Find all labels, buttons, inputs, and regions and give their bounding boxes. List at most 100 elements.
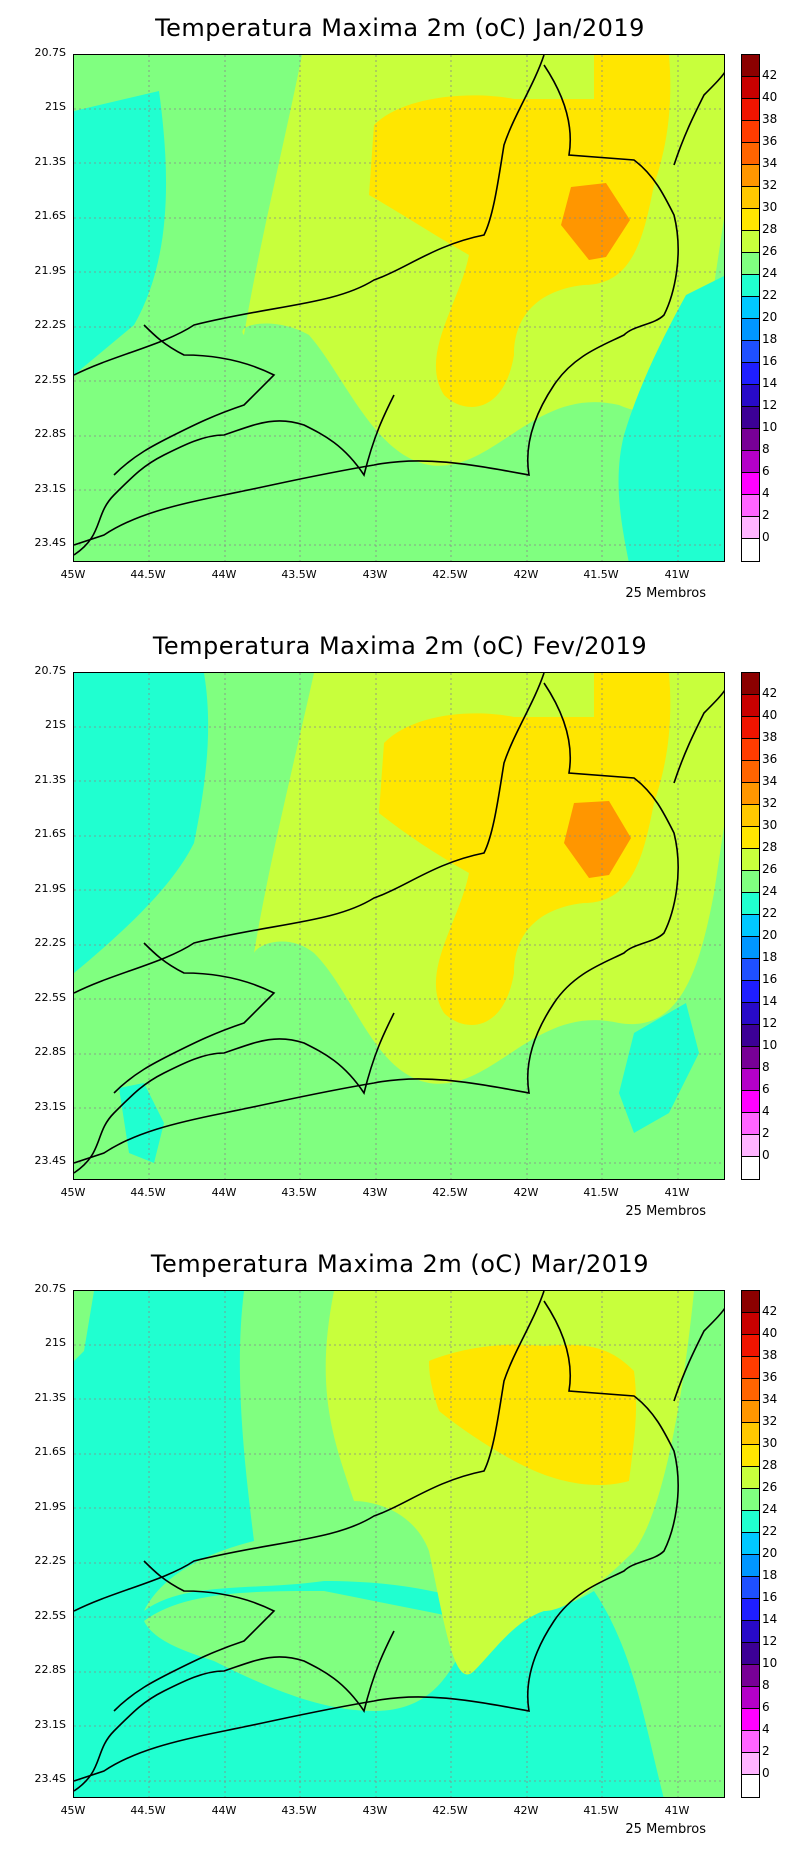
colorbar-swatch bbox=[742, 473, 759, 495]
lat-tick: 21.6S bbox=[34, 827, 66, 840]
colorbar-swatch bbox=[742, 893, 759, 915]
colorbar-swatch bbox=[742, 695, 759, 717]
colorbar-label: 22 bbox=[762, 906, 778, 920]
colorbar-label: 36 bbox=[762, 1370, 778, 1384]
colorbar-label: 30 bbox=[762, 1436, 778, 1450]
colorbar-label: 26 bbox=[762, 1480, 778, 1494]
lat-tick: 23.1S bbox=[34, 1100, 66, 1113]
colorbar-swatch bbox=[742, 1709, 759, 1731]
colorbar-swatch bbox=[742, 495, 759, 517]
colorbar-label: 12 bbox=[762, 1016, 778, 1030]
lat-tick: 23.4S bbox=[34, 1154, 66, 1167]
lat-tick: 21.3S bbox=[34, 1391, 66, 1404]
map-plot-area[interactable] bbox=[73, 54, 725, 562]
lat-tick: 23.1S bbox=[34, 482, 66, 495]
colorbar-swatch bbox=[742, 1511, 759, 1533]
colorbar-swatch bbox=[742, 1467, 759, 1489]
coastline-borders bbox=[74, 1291, 724, 1792]
colorbar-swatch bbox=[742, 1665, 759, 1687]
colorbar-label: 4 bbox=[762, 1722, 770, 1736]
colorbar-label: 22 bbox=[762, 1524, 778, 1538]
coastline-borders bbox=[74, 55, 724, 556]
colorbar-swatch bbox=[742, 1423, 759, 1445]
lon-tick: 43W bbox=[362, 568, 388, 581]
colorbar-swatch bbox=[742, 1621, 759, 1643]
colorbar-label: 36 bbox=[762, 752, 778, 766]
colorbar-label: 40 bbox=[762, 708, 778, 722]
lat-tick: 22.5S bbox=[34, 373, 66, 386]
colorbar-label: 0 bbox=[762, 530, 770, 544]
colorbar-swatch bbox=[742, 1069, 759, 1091]
colorbar-label: 6 bbox=[762, 1082, 770, 1096]
colorbar-label: 14 bbox=[762, 376, 778, 390]
map-panel-mar: Temperatura Maxima 2m (oC) Mar/2019 bbox=[0, 1236, 800, 1854]
lon-tick: 44W bbox=[211, 1804, 237, 1817]
colorbar-swatch bbox=[742, 143, 759, 165]
colorbar-label: 24 bbox=[762, 266, 778, 280]
colorbar-label: 26 bbox=[762, 862, 778, 876]
lat-tick: 23.1S bbox=[34, 1718, 66, 1731]
colorbar-label: 42 bbox=[762, 1304, 778, 1318]
map-plot-area[interactable] bbox=[73, 672, 725, 1180]
lon-tick: 45W bbox=[60, 1186, 86, 1199]
colorbar-swatch bbox=[742, 739, 759, 761]
colorbar-label: 34 bbox=[762, 156, 778, 170]
colorbar-label: 40 bbox=[762, 1326, 778, 1340]
colorbar-swatch bbox=[742, 1555, 759, 1577]
colorbar-swatch bbox=[742, 55, 759, 77]
colorbar-label: 24 bbox=[762, 884, 778, 898]
colorbar-swatch bbox=[742, 915, 759, 937]
colorbar-swatch bbox=[742, 783, 759, 805]
colorbar-label: 38 bbox=[762, 730, 778, 744]
lon-tick: 45W bbox=[60, 1804, 86, 1817]
colorbar-label: 32 bbox=[762, 796, 778, 810]
colorbar-label: 18 bbox=[762, 332, 778, 346]
map-panel-fev: Temperatura Maxima 2m (oC) Fev/2019 bbox=[0, 618, 800, 1236]
colorbar-swatch bbox=[742, 717, 759, 739]
lon-tick: 42.5W bbox=[432, 1186, 468, 1199]
lon-tick: 44.5W bbox=[130, 1804, 166, 1817]
lon-tick: 43.5W bbox=[281, 1804, 317, 1817]
colorbar-label: 8 bbox=[762, 1678, 770, 1692]
colorbar-swatch bbox=[742, 1643, 759, 1665]
members-label: 25 Membros bbox=[625, 586, 706, 601]
colorbar-swatch bbox=[742, 761, 759, 783]
lat-tick: 21.9S bbox=[34, 1500, 66, 1513]
colorbar-swatch bbox=[742, 319, 759, 341]
map-title: Temperatura Maxima 2m (oC) Jan/2019 bbox=[155, 14, 645, 42]
colorbar-swatch bbox=[742, 1091, 759, 1113]
map-title: Temperatura Maxima 2m (oC) Mar/2019 bbox=[150, 1250, 650, 1278]
lon-tick: 43W bbox=[362, 1804, 388, 1817]
colorbar-swatch bbox=[742, 1577, 759, 1599]
lon-tick: 42W bbox=[513, 568, 539, 581]
map-plot-area[interactable] bbox=[73, 1290, 725, 1798]
grid-lines bbox=[74, 55, 724, 561]
lon-tick: 42W bbox=[513, 1186, 539, 1199]
colorbar-swatch bbox=[742, 1135, 759, 1157]
lat-tick: 22.8S bbox=[34, 1663, 66, 1676]
colorbar-label: 30 bbox=[762, 818, 778, 832]
lon-tick: 44W bbox=[211, 1186, 237, 1199]
colorbar-swatch bbox=[742, 77, 759, 99]
colorbar-label: 20 bbox=[762, 928, 778, 942]
colorbar-swatch bbox=[742, 1775, 759, 1797]
colorbar-label: 10 bbox=[762, 1038, 778, 1052]
colorbar-label: 40 bbox=[762, 90, 778, 104]
colorbar-swatch bbox=[742, 673, 759, 695]
members-label: 25 Membros bbox=[625, 1822, 706, 1837]
colorbar-label: 42 bbox=[762, 68, 778, 82]
lat-tick: 20.7S bbox=[34, 46, 66, 59]
colorbar-label: 20 bbox=[762, 310, 778, 324]
lat-tick: 21.6S bbox=[34, 209, 66, 222]
colorbar-swatch bbox=[742, 959, 759, 981]
colorbar-label: 34 bbox=[762, 774, 778, 788]
grid-lines bbox=[74, 673, 724, 1179]
colorbar-label: 8 bbox=[762, 1060, 770, 1074]
lon-tick: 41W bbox=[664, 1186, 690, 1199]
colorbar-swatch bbox=[742, 1687, 759, 1709]
lon-tick: 44.5W bbox=[130, 1186, 166, 1199]
lat-tick: 22.5S bbox=[34, 991, 66, 1004]
lon-tick: 43.5W bbox=[281, 568, 317, 581]
colorbar-label: 22 bbox=[762, 288, 778, 302]
colorbar-label: 16 bbox=[762, 972, 778, 986]
